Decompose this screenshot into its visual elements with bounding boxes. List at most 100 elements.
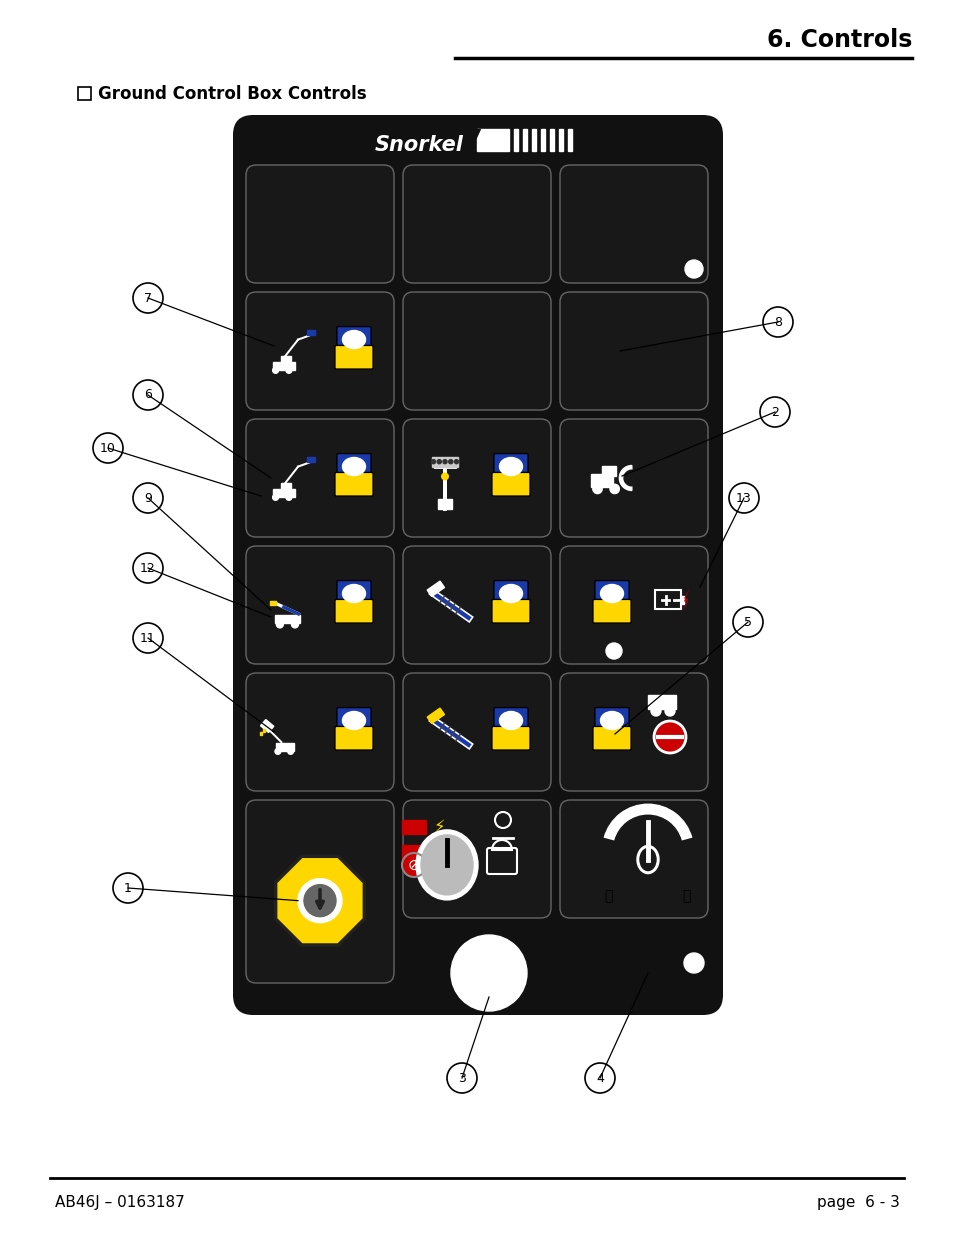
FancyBboxPatch shape — [492, 473, 530, 496]
Wedge shape — [603, 804, 692, 841]
Circle shape — [605, 643, 621, 659]
Bar — [263, 730, 265, 732]
FancyBboxPatch shape — [559, 546, 707, 664]
Ellipse shape — [599, 711, 623, 730]
Text: 10: 10 — [100, 441, 116, 454]
Bar — [522, 128, 527, 151]
Bar — [591, 474, 613, 487]
Circle shape — [274, 748, 280, 755]
Circle shape — [664, 706, 675, 716]
Circle shape — [684, 261, 702, 278]
Ellipse shape — [342, 711, 365, 730]
FancyBboxPatch shape — [494, 580, 528, 606]
FancyBboxPatch shape — [335, 726, 373, 750]
FancyBboxPatch shape — [559, 800, 707, 918]
FancyBboxPatch shape — [492, 599, 530, 624]
Circle shape — [448, 459, 453, 463]
Circle shape — [683, 953, 703, 973]
Bar — [476, 128, 509, 151]
Text: AB46J – 0163187: AB46J – 0163187 — [55, 1194, 185, 1209]
Bar — [273, 362, 295, 369]
Bar — [680, 595, 683, 604]
Bar — [532, 128, 536, 151]
Bar — [78, 86, 91, 100]
FancyBboxPatch shape — [246, 291, 394, 410]
Text: Ground Control Box Controls: Ground Control Box Controls — [98, 85, 366, 103]
Text: 6. Controls: 6. Controls — [766, 28, 911, 52]
FancyBboxPatch shape — [559, 291, 707, 410]
Circle shape — [609, 484, 618, 494]
Ellipse shape — [342, 584, 365, 603]
Ellipse shape — [637, 846, 659, 873]
Text: 3: 3 — [457, 1072, 465, 1084]
FancyBboxPatch shape — [402, 800, 551, 918]
Bar — [275, 615, 299, 624]
Ellipse shape — [499, 457, 522, 475]
Bar — [427, 708, 444, 724]
FancyBboxPatch shape — [559, 419, 707, 537]
FancyBboxPatch shape — [494, 453, 528, 479]
Bar — [281, 483, 291, 490]
Text: 5: 5 — [743, 615, 751, 629]
Text: 6: 6 — [144, 389, 152, 401]
Bar — [438, 499, 451, 509]
Bar — [432, 457, 457, 467]
Bar — [601, 466, 616, 477]
Text: 8: 8 — [773, 315, 781, 329]
Text: 11: 11 — [140, 631, 155, 645]
Ellipse shape — [639, 848, 656, 871]
Circle shape — [451, 935, 526, 1011]
Bar — [281, 357, 291, 363]
Circle shape — [436, 459, 441, 463]
Text: 13: 13 — [736, 492, 751, 505]
FancyBboxPatch shape — [494, 708, 528, 734]
Bar — [401, 845, 426, 860]
FancyBboxPatch shape — [402, 673, 551, 790]
Circle shape — [650, 706, 660, 716]
FancyBboxPatch shape — [593, 599, 631, 624]
Text: page  6 - 3: page 6 - 3 — [817, 1194, 899, 1209]
Bar — [260, 720, 274, 732]
Ellipse shape — [599, 584, 623, 603]
Circle shape — [286, 368, 292, 373]
Bar — [260, 732, 262, 735]
Ellipse shape — [342, 331, 365, 348]
FancyBboxPatch shape — [335, 599, 373, 624]
FancyBboxPatch shape — [336, 453, 371, 479]
FancyBboxPatch shape — [336, 580, 371, 606]
Text: 7: 7 — [144, 291, 152, 305]
FancyBboxPatch shape — [246, 546, 394, 664]
Circle shape — [273, 368, 278, 373]
Circle shape — [292, 621, 298, 627]
FancyBboxPatch shape — [335, 473, 373, 496]
Text: 🐇: 🐇 — [681, 889, 689, 903]
Circle shape — [592, 484, 601, 494]
Bar — [540, 128, 544, 151]
Circle shape — [654, 721, 685, 753]
FancyBboxPatch shape — [402, 419, 551, 537]
FancyBboxPatch shape — [336, 708, 371, 734]
FancyBboxPatch shape — [559, 673, 707, 790]
FancyBboxPatch shape — [595, 580, 628, 606]
FancyBboxPatch shape — [492, 726, 530, 750]
Bar — [514, 128, 517, 151]
Circle shape — [401, 853, 426, 877]
Bar — [275, 743, 294, 751]
Circle shape — [442, 459, 447, 463]
Bar — [270, 600, 275, 605]
Bar — [568, 128, 572, 151]
Circle shape — [276, 621, 283, 627]
Ellipse shape — [499, 584, 522, 603]
Bar — [647, 695, 676, 709]
Bar — [427, 582, 444, 597]
FancyBboxPatch shape — [233, 115, 722, 1015]
FancyBboxPatch shape — [246, 673, 394, 790]
Polygon shape — [681, 589, 689, 611]
Ellipse shape — [420, 835, 473, 895]
FancyBboxPatch shape — [246, 419, 394, 537]
Text: 12: 12 — [140, 562, 155, 574]
Text: 🐢: 🐢 — [603, 889, 612, 903]
FancyBboxPatch shape — [593, 726, 631, 750]
Circle shape — [431, 459, 436, 463]
Circle shape — [454, 459, 458, 463]
